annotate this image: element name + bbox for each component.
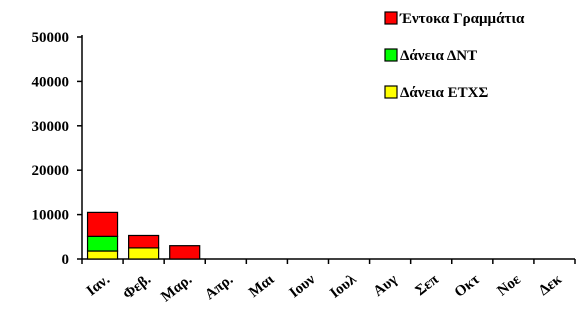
- x-tick-label: Μαι: [246, 271, 278, 301]
- y-tick-label: 50000: [32, 30, 70, 46]
- x-tick-label: Μαρ.: [158, 271, 195, 305]
- bar-segment: [86, 250, 119, 260]
- x-tick-label: Ιουν: [287, 271, 319, 301]
- legend-label: Δάνεια ΔΝΤ: [400, 48, 477, 64]
- y-tick-label: 0: [62, 252, 70, 268]
- legend-label: Δάνεια ΕΤΧΣ: [400, 85, 489, 101]
- bar-segment: [128, 247, 160, 260]
- y-tick-label: 20000: [32, 163, 70, 179]
- y-tick-label: 10000: [32, 208, 70, 224]
- axes: [77, 35, 576, 264]
- y-tick-label: 40000: [32, 74, 70, 90]
- x-tick-label: Αυγ: [371, 272, 401, 300]
- bar-segment: [169, 245, 201, 260]
- x-tick-label: Απρ.: [202, 271, 236, 303]
- x-tick-label: Νοε: [494, 271, 524, 299]
- x-tick-label: Φεβ.: [120, 271, 154, 303]
- bar-segment: [128, 234, 160, 249]
- x-tick-labels: Ιαν. Φεβ. Μαρ. Απρ. Μαι Ιουν Ιουλ Αυγ Σεπ Οκτ Νοε Δ…: [84, 271, 566, 305]
- bars: [86, 211, 201, 260]
- x-tick-label: Σεπ: [413, 271, 443, 299]
- legend-swatch: [384, 85, 398, 99]
- y-tick-labels: 0 10000 20000 30000 40000 50000: [32, 30, 70, 268]
- x-tick-label: Ιαν.: [84, 271, 113, 299]
- legend-swatch: [384, 48, 398, 62]
- legend-swatch: [384, 11, 398, 25]
- legend: Έντοκα Γραμμάτια Δάνεια ΔΝΤ Δάνεια ΕΤΧΣ: [384, 11, 525, 101]
- y-tick-label: 30000: [32, 119, 70, 135]
- x-tick-label: Δεκ: [536, 271, 565, 299]
- x-tick-label: Οκτ: [452, 271, 483, 300]
- bar-segment: [86, 235, 119, 252]
- x-tick-label: Ιουλ: [327, 271, 360, 302]
- bar-segment: [86, 211, 119, 237]
- legend-label: Έντοκα Γραμμάτια: [399, 11, 525, 27]
